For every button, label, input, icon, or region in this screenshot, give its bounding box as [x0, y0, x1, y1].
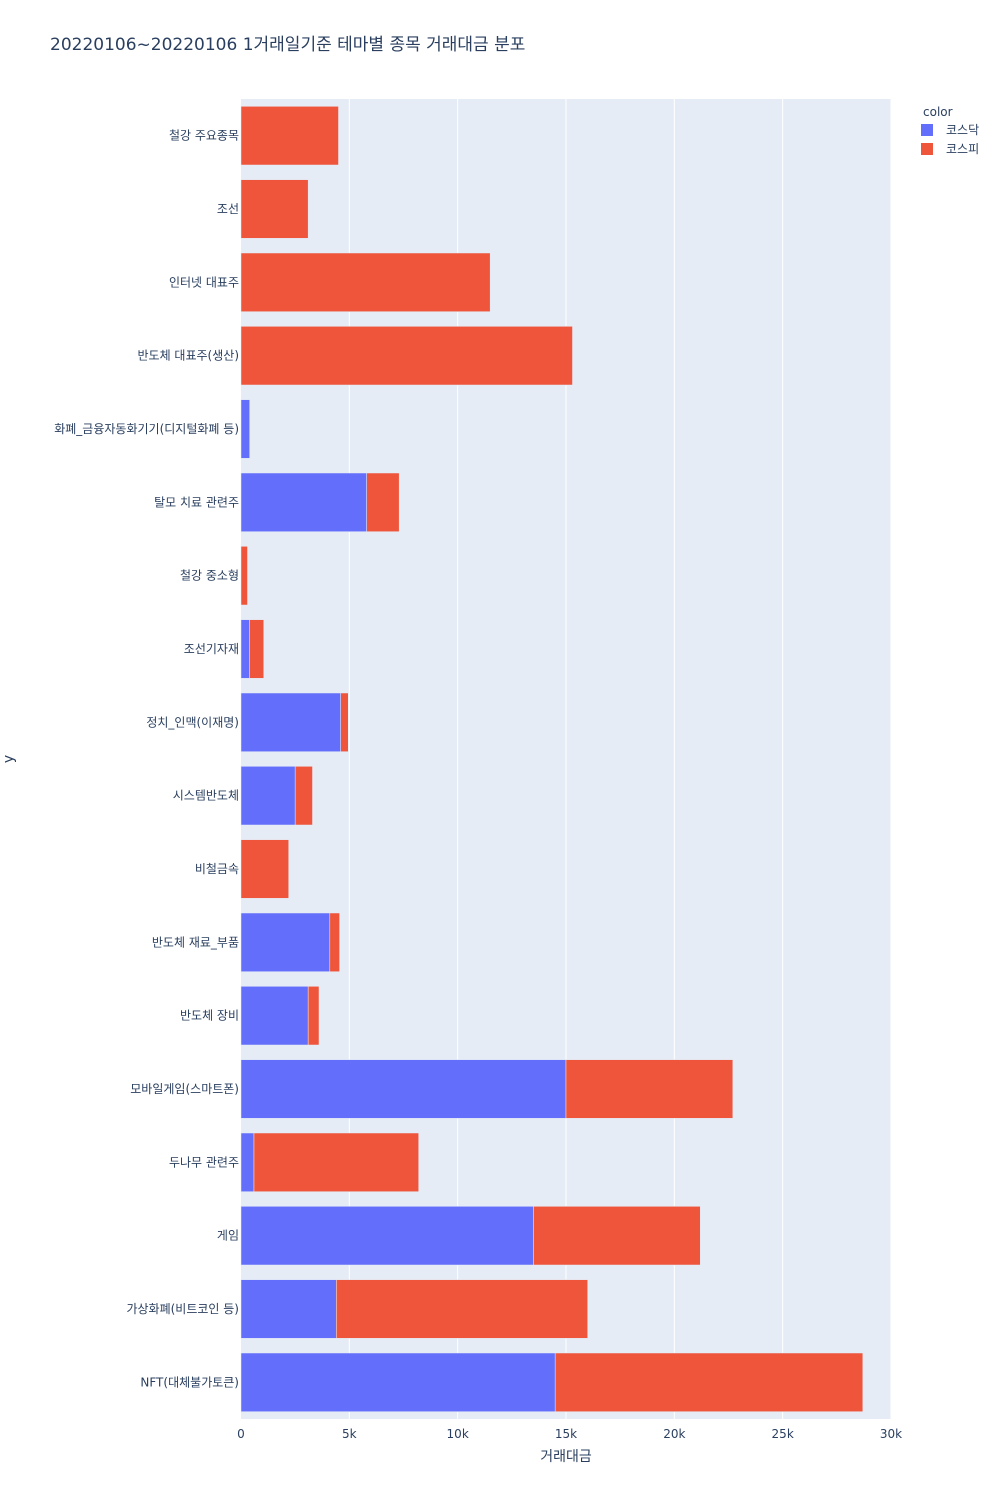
legend-swatch[interactable]: [921, 124, 933, 136]
bar[interactable]: [240, 692, 341, 752]
bar[interactable]: [533, 1206, 701, 1266]
x-tick-label: 5k: [342, 1427, 357, 1441]
x-tick-label: 10k: [447, 1427, 469, 1441]
bar[interactable]: [240, 326, 573, 386]
bar[interactable]: [240, 986, 309, 1046]
y-tick-label: 시스템반도체: [173, 789, 239, 803]
bar[interactable]: [329, 912, 340, 972]
x-tick-label: 20k: [663, 1427, 685, 1441]
bar[interactable]: [240, 1279, 337, 1339]
y-tick-label: 철강 중소형: [180, 569, 239, 583]
gridlines: [348, 99, 892, 1419]
bar[interactable]: [240, 1352, 556, 1412]
bar[interactable]: [307, 986, 320, 1046]
y-tick-label: 반도체 대표주(생산): [138, 349, 240, 363]
bar[interactable]: [240, 839, 289, 899]
bar[interactable]: [336, 1279, 588, 1339]
x-tick-labels: 0 5k 10k 15k 20k 25k 30k: [237, 1427, 902, 1441]
bar[interactable]: [240, 766, 296, 826]
y-tick-label: 가상화폐(비트코인 등): [126, 1302, 239, 1316]
y-axis-title: y: [1, 755, 17, 763]
bar[interactable]: [366, 472, 400, 532]
legend-item-label[interactable]: 코스피: [946, 142, 979, 156]
y-tick-label: 게임: [217, 1229, 239, 1243]
bar[interactable]: [249, 619, 265, 679]
bar[interactable]: [240, 619, 250, 679]
x-axis-title: 거래대금: [540, 1449, 592, 1465]
y-tick-label: NFT(대체불가토큰): [140, 1375, 239, 1389]
bar[interactable]: [294, 766, 313, 826]
legend-item-label[interactable]: 코스닥: [946, 123, 979, 137]
x-tick-label: 0: [237, 1427, 245, 1441]
bar[interactable]: [253, 1132, 419, 1192]
x-tick-label: 30k: [880, 1427, 902, 1441]
bar[interactable]: [554, 1352, 864, 1412]
y-tick-label: 인터넷 대표주: [169, 275, 239, 289]
y-tick-label: 화폐_금융자동화기기(디지털화폐 등): [54, 422, 239, 436]
bar[interactable]: [240, 399, 250, 459]
y-tick-label: 조선기자재: [184, 642, 239, 656]
bar[interactable]: [240, 1206, 534, 1266]
bar[interactable]: [240, 179, 309, 239]
bar[interactable]: [240, 546, 248, 606]
bar[interactable]: [240, 912, 331, 972]
legend-swatch[interactable]: [921, 143, 933, 155]
bar[interactable]: [240, 472, 367, 532]
bar[interactable]: [565, 1059, 734, 1119]
bar[interactable]: [340, 692, 349, 752]
y-tick-label: 비철금속: [195, 862, 239, 876]
chart-title: 20220106~20220106 1거래일기준 테마별 종목 거래대금 분포: [50, 35, 525, 55]
y-tick-label: 모바일게임(스마트폰): [130, 1082, 239, 1096]
y-tick-label: 철강 주요종목: [169, 129, 239, 143]
y-tick-label: 탈모 치료 관련주: [154, 495, 239, 509]
y-tick-label: 반도체 재료_부품: [152, 935, 239, 949]
x-tick-label: 15k: [555, 1427, 577, 1441]
y-tick-label: 정치_인맥(이재명): [146, 715, 239, 729]
x-tick-label: 25k: [772, 1427, 794, 1441]
bars: [240, 106, 864, 1412]
y-tick-label: 두나무 관련주: [169, 1155, 239, 1169]
bar[interactable]: [240, 1059, 567, 1119]
bar[interactable]: [240, 1132, 255, 1192]
bar[interactable]: [240, 252, 491, 312]
bar[interactable]: [240, 106, 339, 166]
y-tick-label: 반도체 장비: [180, 1009, 239, 1023]
y-tick-label: 조선: [217, 202, 239, 216]
legend-title: color: [923, 105, 953, 119]
